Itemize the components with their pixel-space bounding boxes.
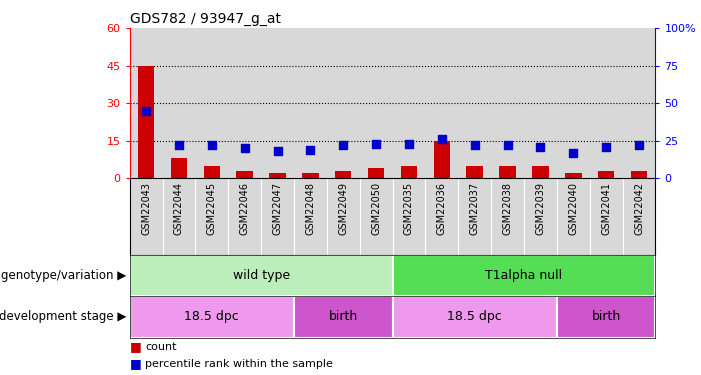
- Bar: [236, 171, 253, 178]
- Text: GSM22050: GSM22050: [371, 182, 381, 235]
- Point: [436, 136, 447, 142]
- Bar: [557, 296, 655, 338]
- Bar: [327, 28, 360, 178]
- Bar: [203, 166, 220, 178]
- Text: GSM22047: GSM22047: [273, 182, 283, 235]
- Bar: [294, 296, 393, 338]
- Bar: [130, 28, 163, 178]
- Text: birth: birth: [329, 310, 358, 323]
- Bar: [269, 173, 286, 178]
- Text: GSM22049: GSM22049: [339, 182, 348, 235]
- Text: count: count: [145, 342, 177, 352]
- Bar: [171, 158, 187, 178]
- Bar: [163, 28, 196, 178]
- Point: [173, 142, 184, 148]
- Text: GSM22036: GSM22036: [437, 182, 447, 235]
- Text: birth: birth: [592, 310, 621, 323]
- Text: GSM22035: GSM22035: [404, 182, 414, 235]
- Text: GSM22045: GSM22045: [207, 182, 217, 235]
- Bar: [360, 28, 393, 178]
- Point: [239, 145, 250, 151]
- Point: [305, 147, 316, 153]
- Text: development stage ▶: development stage ▶: [0, 310, 126, 323]
- Bar: [335, 171, 351, 178]
- Bar: [598, 171, 614, 178]
- Bar: [557, 28, 590, 178]
- Bar: [393, 255, 655, 296]
- Bar: [565, 173, 582, 178]
- Bar: [130, 296, 294, 338]
- Bar: [524, 28, 557, 178]
- Bar: [590, 28, 622, 178]
- Text: wild type: wild type: [233, 269, 290, 282]
- Bar: [532, 166, 549, 178]
- Point: [568, 150, 579, 156]
- Bar: [631, 171, 647, 178]
- Point: [338, 142, 349, 148]
- Text: 18.5 dpc: 18.5 dpc: [447, 310, 502, 323]
- Bar: [302, 173, 319, 178]
- Text: GSM22042: GSM22042: [634, 182, 644, 235]
- Bar: [138, 66, 154, 178]
- Point: [403, 141, 414, 147]
- Text: GSM22038: GSM22038: [503, 182, 512, 235]
- Text: percentile rank within the sample: percentile rank within the sample: [145, 359, 333, 369]
- Text: GDS782 / 93947_g_at: GDS782 / 93947_g_at: [130, 12, 280, 26]
- Text: GSM22043: GSM22043: [141, 182, 151, 235]
- Text: GSM22046: GSM22046: [240, 182, 250, 235]
- Text: GSM22039: GSM22039: [536, 182, 545, 235]
- Text: T1alpha null: T1alpha null: [485, 269, 563, 282]
- Bar: [393, 296, 557, 338]
- Point: [272, 148, 283, 154]
- Bar: [458, 28, 491, 178]
- Text: ■: ■: [130, 340, 142, 353]
- Point: [206, 142, 217, 148]
- Point: [634, 142, 645, 148]
- Point: [535, 144, 546, 150]
- Point: [469, 142, 480, 148]
- Bar: [426, 28, 458, 178]
- Text: GSM22041: GSM22041: [601, 182, 611, 235]
- Point: [601, 144, 612, 150]
- Point: [140, 108, 151, 114]
- Bar: [196, 28, 229, 178]
- Bar: [229, 28, 261, 178]
- Text: 18.5 dpc: 18.5 dpc: [184, 310, 239, 323]
- Text: GSM22037: GSM22037: [470, 182, 479, 235]
- Bar: [491, 28, 524, 178]
- Text: GSM22044: GSM22044: [174, 182, 184, 235]
- Bar: [294, 28, 327, 178]
- Bar: [434, 141, 450, 178]
- Point: [371, 141, 382, 147]
- Bar: [130, 255, 393, 296]
- Point: [502, 142, 513, 148]
- Bar: [368, 168, 384, 178]
- Bar: [401, 166, 417, 178]
- Bar: [622, 28, 655, 178]
- Text: GSM22040: GSM22040: [569, 182, 578, 235]
- Bar: [499, 166, 516, 178]
- Text: genotype/variation ▶: genotype/variation ▶: [1, 269, 126, 282]
- Text: ■: ■: [130, 357, 142, 370]
- Bar: [261, 28, 294, 178]
- Text: GSM22048: GSM22048: [306, 182, 315, 235]
- Bar: [393, 28, 426, 178]
- Bar: [466, 166, 483, 178]
